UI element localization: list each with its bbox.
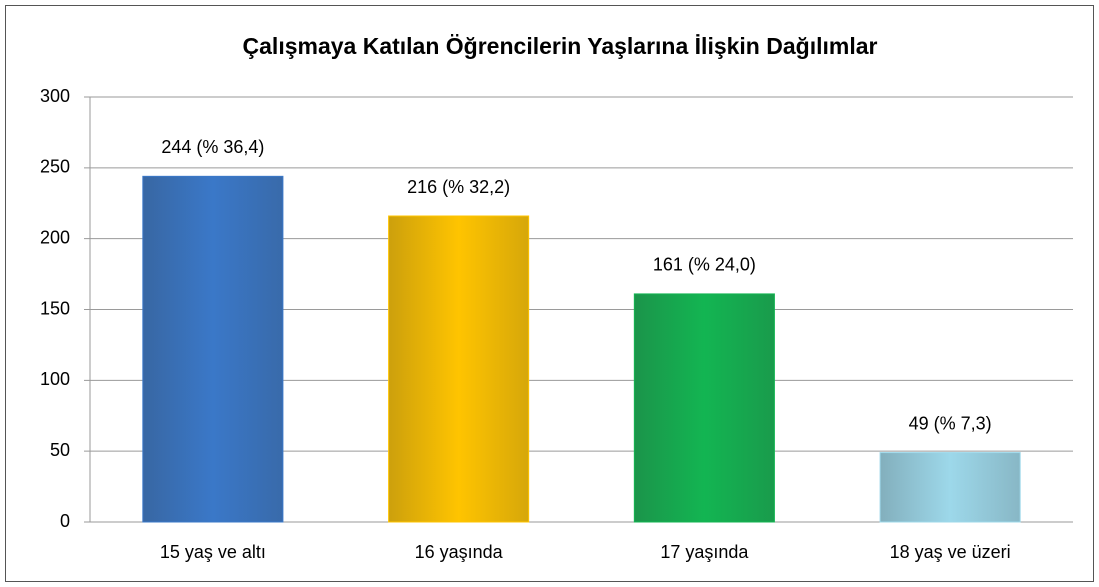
value-label: 244 (% 36,4) — [161, 137, 264, 157]
chart-title: Çalışmaya Katılan Öğrencilerin Yaşlarına… — [243, 33, 878, 59]
x-tick-label: 16 yaşında — [415, 542, 504, 562]
x-tick-label: 15 yaş ve altı — [160, 542, 266, 562]
bar — [142, 175, 284, 523]
bar — [633, 293, 775, 523]
bar — [388, 215, 530, 523]
x-tick-label: 17 yaşında — [660, 542, 749, 562]
bar — [879, 452, 1021, 523]
y-tick-label: 50 — [50, 440, 70, 460]
y-tick-label: 250 — [40, 157, 70, 177]
y-tick-label: 200 — [40, 227, 70, 247]
y-tick-label: 300 — [40, 86, 70, 106]
y-tick-label: 100 — [40, 369, 70, 389]
y-tick-label: 150 — [40, 298, 70, 318]
x-tick-label: 18 yaş ve üzeri — [890, 542, 1011, 562]
value-label: 49 (% 7,3) — [909, 413, 992, 433]
value-label: 161 (% 24,0) — [653, 255, 756, 275]
value-label: 216 (% 32,2) — [407, 177, 510, 197]
y-tick-label: 0 — [60, 511, 70, 531]
